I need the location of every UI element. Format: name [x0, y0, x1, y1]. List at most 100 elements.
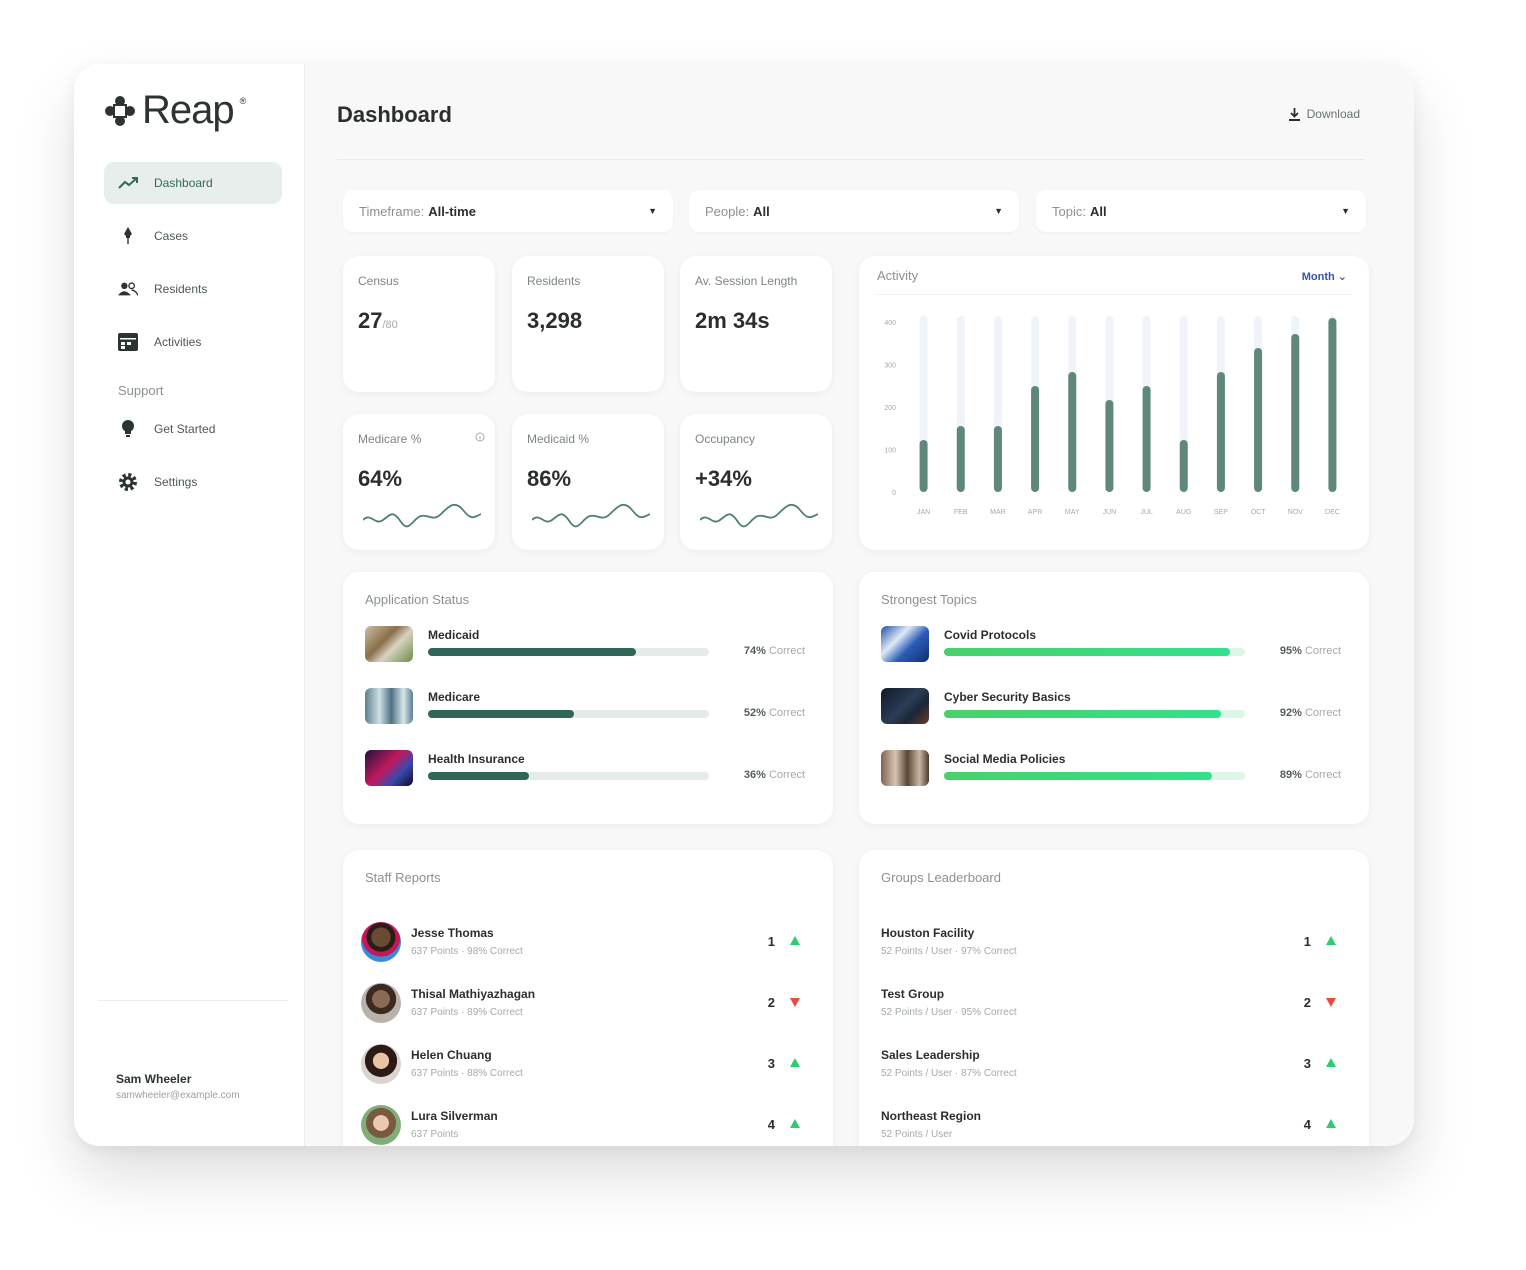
activity-bar[interactable] — [993, 426, 1002, 492]
sidebar-item-activities[interactable]: Activities — [104, 321, 282, 363]
progress-track — [428, 710, 709, 718]
sidebar-item-cases[interactable]: Cases — [104, 215, 282, 257]
user-email: samwheeler@example.com — [116, 1090, 240, 1101]
period-dropdown[interactable]: Month ⌄ — [1301, 271, 1347, 283]
trending-up-icon — [118, 173, 138, 193]
y-tick-label: 400 — [884, 320, 896, 327]
card-title: Strongest Topics — [881, 592, 977, 607]
sidebar-item-label: Cases — [154, 229, 189, 243]
staff-row[interactable]: Jesse Thomas 637 Points · 98% Correct 1 — [361, 922, 803, 970]
stat-card-medicaid[interactable]: Medicaid % 86% — [512, 414, 664, 550]
progress-row-cyber-security[interactable]: Cyber Security Basics 92% Correct — [881, 688, 1341, 732]
sparkline — [363, 503, 481, 528]
progress-label: Cyber Security Basics — [944, 690, 1071, 704]
progress-row-social-media[interactable]: Social Media Policies 89% Correct — [881, 750, 1341, 794]
avatar — [361, 1044, 401, 1084]
cyber-security-thumbnail — [881, 688, 929, 724]
user-profile[interactable]: Sam Wheeler samwheeler@example.com — [116, 1072, 240, 1101]
chevron-down-icon: ▼ — [1341, 206, 1350, 216]
activity-bar[interactable] — [1068, 372, 1077, 492]
activity-bar[interactable] — [956, 426, 965, 492]
support-heading: Support — [118, 383, 164, 398]
group-name: Sales Leadership — [881, 1048, 980, 1062]
activity-bar[interactable] — [1105, 400, 1114, 492]
staff-row[interactable]: Lura Silverman 637 Points 4 — [361, 1105, 803, 1146]
avatar — [361, 983, 401, 1023]
activity-bar[interactable] — [1254, 348, 1263, 492]
staff-row[interactable]: Thisal Mathiyazhagan 637 Points · 89% Co… — [361, 983, 803, 1031]
y-tick-label: 300 — [884, 363, 896, 370]
trend-up-icon — [1326, 936, 1336, 945]
medicaid-thumbnail — [365, 626, 413, 662]
sidebar-divider — [98, 1000, 288, 1001]
staff-row[interactable]: Helen Chuang 637 Points · 88% Correct 3 — [361, 1044, 803, 1092]
progress-row-medicaid[interactable]: Medicaid 74% Correct — [365, 626, 805, 670]
covid-protocols-thumbnail — [881, 626, 929, 662]
group-detail: 52 Points / User · 87% Correct — [881, 1068, 1017, 1079]
group-rank: 1 — [1303, 934, 1311, 949]
activity-bar[interactable] — [919, 440, 928, 492]
progress-row-health-insurance[interactable]: Health Insurance 36% Correct — [365, 750, 805, 794]
chevron-down-icon: ▼ — [994, 206, 1003, 216]
application-status-card: Application Status Medicaid 74% Correct … — [343, 572, 833, 824]
stat-card-medicare[interactable]: Medicare % 64% — [343, 414, 495, 550]
users-icon — [118, 279, 138, 299]
group-row[interactable]: Northeast Region 52 Points / User 4 — [877, 1105, 1339, 1146]
activity-bar[interactable] — [1179, 440, 1188, 492]
stat-value: +34% — [695, 466, 752, 491]
topic-filter[interactable]: Topic: All ▼ — [1036, 190, 1366, 232]
header-divider — [337, 159, 1364, 160]
sidebar-item-get-started[interactable]: Get Started — [104, 408, 282, 450]
progress-row-medicare[interactable]: Medicare 52% Correct — [365, 688, 805, 732]
staff-reports-card: Staff Reports Jesse Thomas 637 Points · … — [343, 850, 833, 1146]
staff-rank: 4 — [767, 1117, 775, 1132]
pin-icon — [118, 226, 138, 246]
activity-bar[interactable] — [1031, 386, 1040, 492]
progress-fill — [944, 772, 1212, 780]
stat-card-residents[interactable]: Residents 3,298 — [512, 256, 664, 392]
activity-bar[interactable] — [1291, 334, 1300, 492]
sparkline — [700, 503, 818, 528]
x-tick-label: FEB — [954, 509, 968, 516]
y-tick-label: 100 — [884, 448, 896, 455]
progress-label: Health Insurance — [428, 752, 525, 766]
staff-detail: 637 Points · 88% Correct — [411, 1068, 523, 1079]
stat-card-occupancy[interactable]: Occupancy +34% — [680, 414, 832, 550]
stat-card-session-length[interactable]: Av. Session Length 2m 34s — [680, 256, 832, 392]
sidebar-item-dashboard[interactable]: Dashboard — [104, 162, 282, 204]
trend-down-icon — [790, 998, 800, 1007]
group-row[interactable]: Houston Facility 52 Points / User · 97% … — [877, 922, 1339, 970]
trend-down-icon — [1326, 998, 1336, 1007]
main-content: Dashboard Download Timeframe: All-time ▼… — [306, 64, 1414, 1146]
timeframe-filter[interactable]: Timeframe: All-time ▼ — [343, 190, 673, 232]
x-tick-label: NOV — [1288, 509, 1304, 516]
people-filter[interactable]: People: All ▼ — [689, 190, 1019, 232]
medicare-thumbnail — [365, 688, 413, 724]
progress-percent: 52% Correct — [743, 707, 805, 719]
group-row[interactable]: Sales Leadership 52 Points / User · 87% … — [877, 1044, 1339, 1092]
staff-detail: 637 Points — [411, 1129, 459, 1140]
progress-track — [428, 772, 709, 780]
group-row[interactable]: Test Group 52 Points / User · 95% Correc… — [877, 983, 1339, 1031]
stat-card-census[interactable]: Census 27/80 — [343, 256, 495, 392]
staff-rank: 2 — [767, 995, 775, 1010]
progress-row-covid-protocols[interactable]: Covid Protocols 95% Correct — [881, 626, 1341, 670]
progress-percent: 89% Correct — [1279, 769, 1341, 781]
filter-label: Timeframe: — [359, 203, 425, 219]
progress-fill — [428, 648, 636, 656]
sidebar-item-settings[interactable]: Settings — [104, 461, 282, 503]
activity-bar[interactable] — [1216, 372, 1225, 492]
info-icon[interactable] — [475, 432, 485, 442]
sidebar-item-residents[interactable]: Residents — [104, 268, 282, 310]
x-tick-label: JUL — [1140, 509, 1153, 516]
x-tick-label: SEP — [1214, 509, 1228, 516]
download-button[interactable]: Download — [1288, 107, 1360, 121]
activity-bar[interactable] — [1142, 386, 1151, 492]
progress-label: Social Media Policies — [944, 752, 1066, 766]
progress-label: Medicare — [428, 690, 481, 704]
sparkline — [532, 503, 650, 528]
brand-logo[interactable]: Reap ® — [104, 88, 246, 133]
activity-bar[interactable] — [1328, 318, 1337, 492]
group-rank: 3 — [1303, 1056, 1311, 1071]
stat-value: 3,298 — [527, 308, 583, 333]
